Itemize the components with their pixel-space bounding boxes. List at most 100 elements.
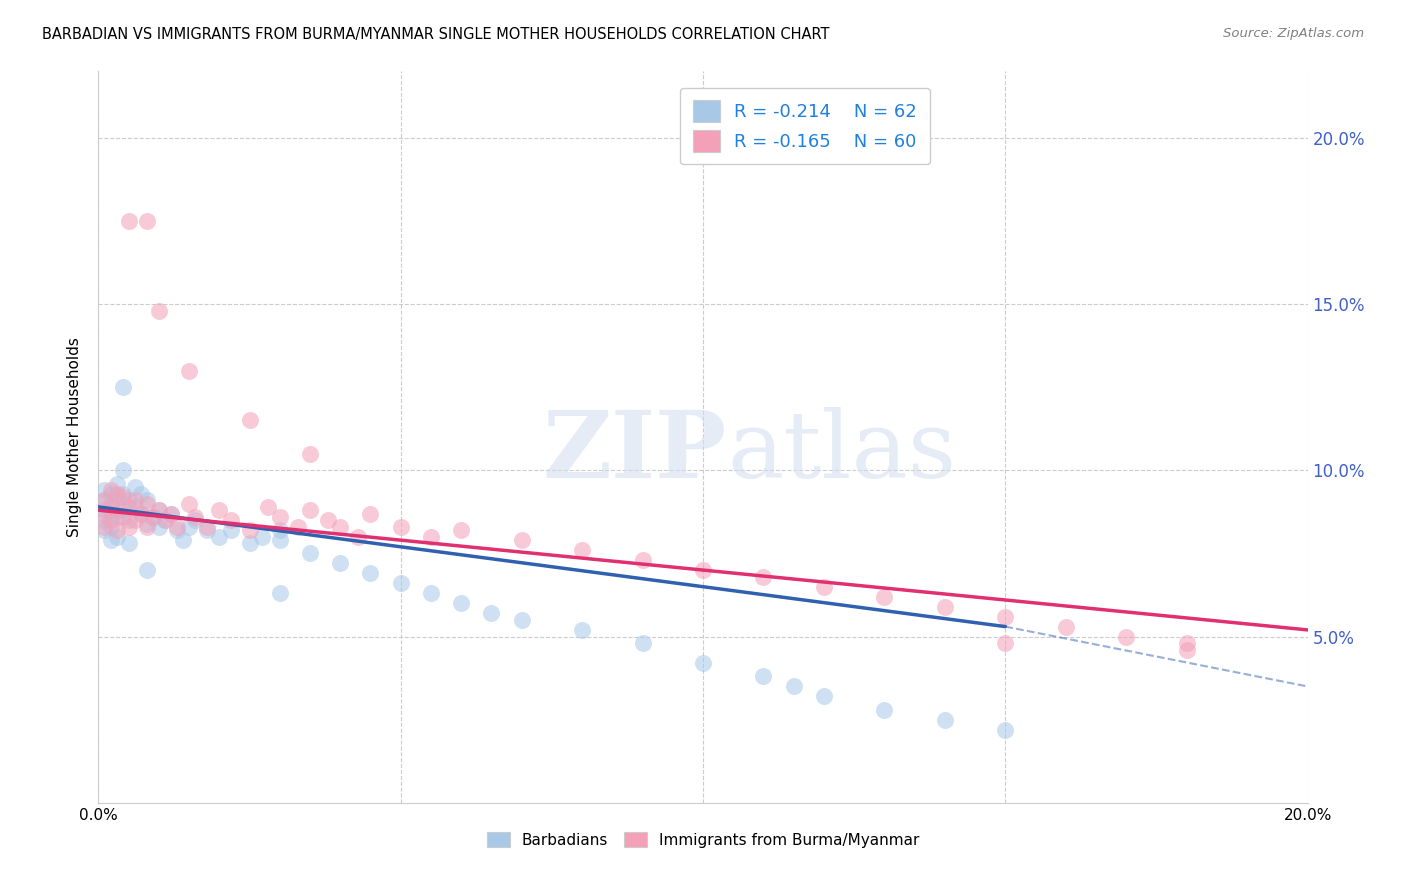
Point [100, 483, 122, 498]
Point [239, 523, 262, 537]
Point [166, 523, 188, 537]
Point [153, 513, 176, 527]
Point [450, 523, 472, 537]
Point [118, 536, 141, 550]
Text: Source: ZipAtlas.com: Source: ZipAtlas.com [1223, 27, 1364, 40]
Point [93, 483, 115, 498]
Point [269, 533, 291, 548]
Point [111, 509, 134, 524]
Point [195, 520, 218, 534]
Point [299, 503, 322, 517]
Point [118, 493, 141, 508]
Point [299, 447, 322, 461]
Text: BARBADIAN VS IMMIGRANTS FROM BURMA/MYANMAR SINGLE MOTHER HOUSEHOLDS CORRELATION : BARBADIAN VS IMMIGRANTS FROM BURMA/MYANM… [42, 27, 830, 42]
Point [994, 723, 1017, 737]
Point [142, 509, 165, 524]
Point [100, 507, 122, 521]
Text: atlas: atlas [727, 407, 956, 497]
Point [481, 607, 503, 621]
Point [813, 580, 835, 594]
Point [510, 533, 533, 548]
Point [166, 520, 188, 534]
Point [256, 500, 278, 514]
Point [135, 214, 157, 228]
Point [179, 497, 201, 511]
Point [299, 546, 322, 560]
Point [148, 503, 170, 517]
Point [124, 480, 146, 494]
Point [118, 520, 141, 534]
Point [994, 636, 1017, 650]
Point [287, 520, 309, 534]
Point [105, 509, 128, 524]
Point [105, 490, 128, 504]
Point [316, 513, 339, 527]
Point [184, 509, 207, 524]
Point [269, 586, 291, 600]
Point [105, 476, 128, 491]
Point [239, 413, 262, 427]
Point [873, 703, 896, 717]
Point [111, 463, 134, 477]
Point [1175, 643, 1198, 657]
Point [129, 507, 152, 521]
Point [783, 680, 806, 694]
Legend: Barbadians, Immigrants from Burma/Myanmar: Barbadians, Immigrants from Burma/Myanma… [481, 825, 925, 854]
Point [148, 303, 170, 318]
Point [329, 557, 352, 571]
Point [221, 523, 243, 537]
Point [129, 507, 152, 521]
Point [100, 486, 122, 500]
Text: ZIP: ZIP [543, 407, 727, 497]
Point [105, 530, 128, 544]
Point [250, 530, 273, 544]
Point [142, 509, 165, 524]
Point [93, 503, 115, 517]
Point [179, 520, 201, 534]
Point [752, 669, 775, 683]
Point [1054, 619, 1077, 633]
Point [389, 576, 412, 591]
Point [329, 520, 352, 534]
Point [179, 363, 201, 377]
Point [994, 609, 1017, 624]
Point [221, 513, 243, 527]
Point [135, 563, 157, 577]
Point [692, 563, 714, 577]
Point [118, 500, 141, 514]
Point [934, 713, 956, 727]
Point [813, 690, 835, 704]
Point [100, 497, 122, 511]
Point [93, 520, 115, 534]
Point [93, 493, 115, 508]
Point [93, 523, 115, 537]
Point [124, 493, 146, 508]
Point [208, 530, 231, 544]
Point [269, 509, 291, 524]
Point [360, 507, 382, 521]
Point [148, 503, 170, 517]
Point [420, 530, 443, 544]
Point [160, 507, 183, 521]
Point [208, 503, 231, 517]
Point [239, 536, 262, 550]
Point [389, 520, 412, 534]
Point [118, 214, 141, 228]
Point [160, 507, 183, 521]
Point [873, 590, 896, 604]
Point [111, 486, 134, 500]
Point [571, 543, 593, 558]
Point [118, 513, 141, 527]
Point [135, 493, 157, 508]
Point [752, 570, 775, 584]
Point [269, 523, 291, 537]
Y-axis label: Single Mother Households: Single Mother Households [67, 337, 83, 537]
Point [172, 533, 194, 548]
Point [105, 503, 128, 517]
Point [360, 566, 382, 581]
Point [184, 513, 207, 527]
Point [111, 380, 134, 394]
Point [129, 486, 152, 500]
Point [100, 513, 122, 527]
Point [135, 516, 157, 531]
